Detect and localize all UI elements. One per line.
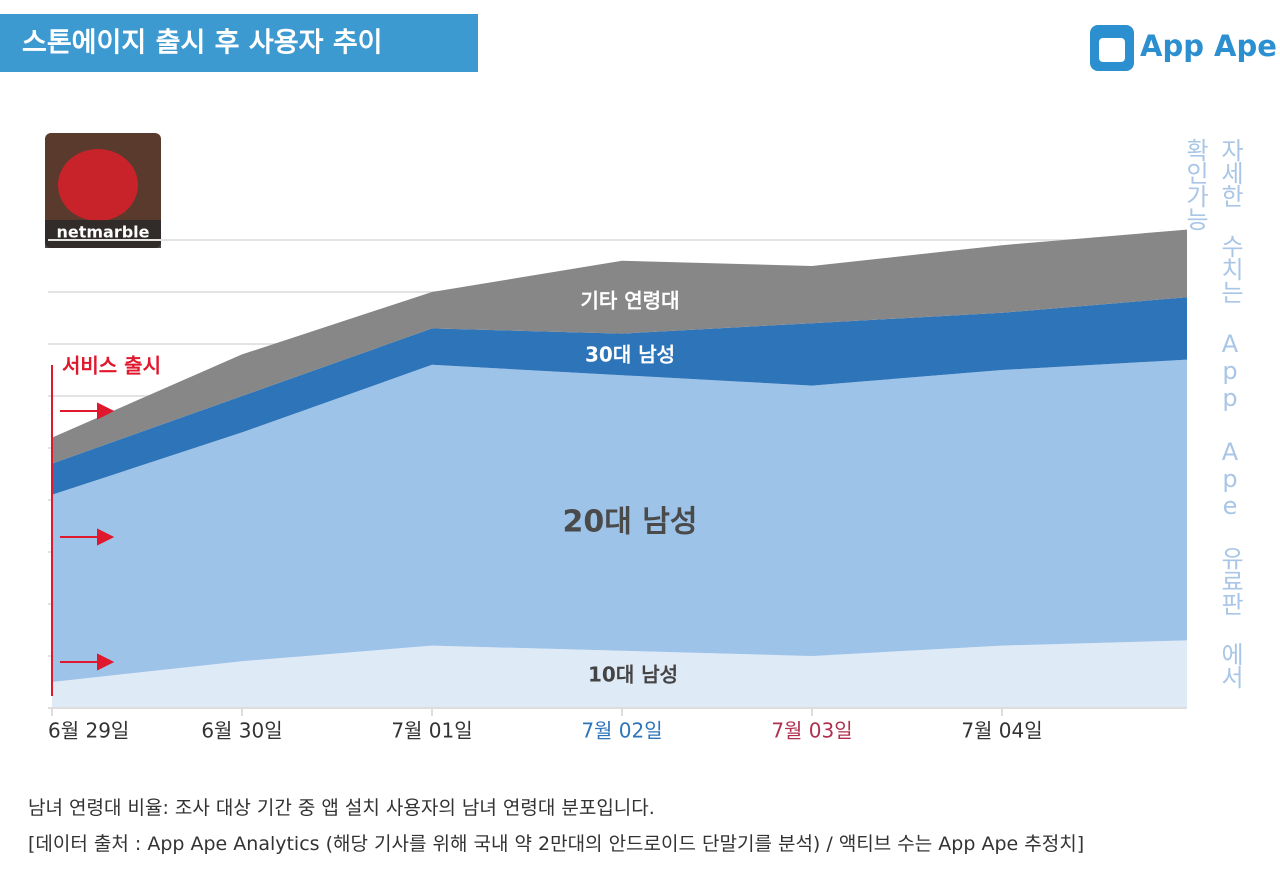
- app-icon-art: [58, 149, 138, 221]
- logo-text: App Ape: [1140, 29, 1277, 63]
- chart-title: 스톤에이지 출시 후 사용자 추이: [22, 28, 383, 59]
- series-label: 30대 남성: [585, 343, 675, 367]
- series-label: 20대 남성: [563, 505, 698, 540]
- app-icon-band: [45, 220, 161, 248]
- x-tick-label: 6월 29일: [48, 719, 129, 743]
- series-label: 기타 연령대: [581, 289, 680, 313]
- app-icon-label: netmarble: [56, 223, 149, 242]
- arrows: [60, 402, 115, 671]
- area: [52, 359, 1187, 682]
- series-label: 10대 남성: [588, 663, 678, 687]
- x-tick-label: 7월 03일: [771, 719, 852, 743]
- area: [52, 229, 1187, 464]
- title-banner: [0, 14, 478, 72]
- area: [52, 297, 1187, 495]
- x-tick-label: 7월 01일: [391, 719, 472, 743]
- footer-note: 남녀 연령대 비율: 조사 대상 기간 중 앱 설치 사용자의 남녀 연령대 분…: [28, 797, 655, 819]
- area: [52, 640, 1187, 708]
- logo-face: [1099, 38, 1125, 62]
- annotation: 서비스 출시: [62, 354, 161, 378]
- side-note: 자세한 수치는 App Ape 유료판 에서 확인가능: [1181, 138, 1244, 688]
- x-tick-label: 7월 02일: [581, 719, 662, 743]
- x-tick-label: 6월 30일: [201, 719, 282, 743]
- x-tick-label: 7월 04일: [961, 719, 1042, 743]
- footer-source: [데이터 출처 : App Ape Analytics (해당 기사를 위해 국…: [28, 833, 1085, 855]
